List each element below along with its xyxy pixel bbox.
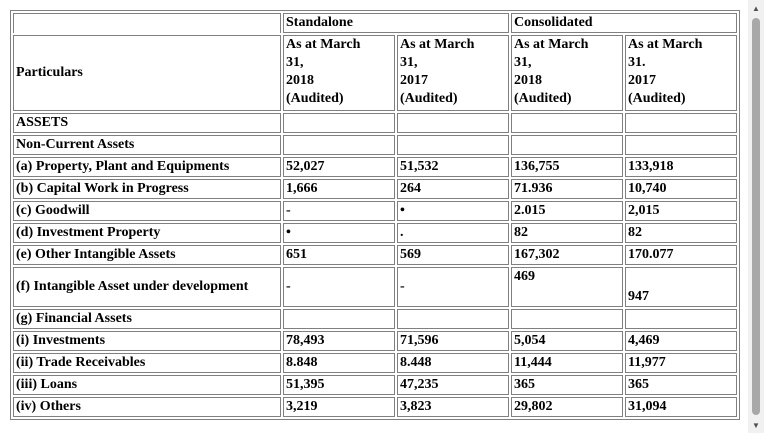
period-header-standalone-2018: As at March 31, 2018 (Audited) [283,35,395,111]
row-value-cell [511,309,623,329]
row-value-cell: 31,094 [625,397,737,417]
period-header-consolidated-2017: As at March 31. 2017 (Audited) [625,35,737,111]
row-value-cell: 78,493 [283,331,395,351]
row-label: (b) Capital Work in Progress [13,179,281,199]
scrollbar-thumb[interactable] [752,18,760,415]
row-label: (c) Goodwill [13,201,281,221]
row-label: (g) Financial Assets [13,309,281,329]
row-value-cell [625,135,737,155]
particulars-header: Particulars [13,35,281,111]
table-row: (c) Goodwill - • 2.015 2,015 [13,201,737,221]
row-label: (d) Investment Property [13,223,281,243]
row-label: (iv) Others [13,397,281,417]
table-row: (f) Intangible Asset under development - -… [13,267,737,307]
row-value-cell: 52,027 [283,157,395,177]
row-label: (iii) Loans [13,375,281,395]
row-value-cell: - [283,267,395,307]
row-value-cell: 4,469 [625,331,737,351]
row-label: ASSETS [13,113,281,133]
row-value-cell: . [397,223,509,243]
table-row: ASSETS [13,113,737,133]
row-value-cell: 71.936 [511,179,623,199]
standalone-header: Standalone [283,13,509,33]
row-value-cell: 47,235 [397,375,509,395]
document-viewport: Standalone Consolidated Particulars As a… [10,10,740,420]
row-label: (ii) Trade Receivables [13,353,281,373]
table-row: (iii) Loans 51,395 47,235 365 365 [13,375,737,395]
row-value-cell: 11,444 [511,353,623,373]
row-value-cell: 10,740 [625,179,737,199]
period-header-row: Particulars As at March 31, 2018 (Audite… [13,35,737,111]
period-header-consolidated-2018: As at March 31, 2018 (Audited) [511,35,623,111]
row-value-cell: 51,395 [283,375,395,395]
row-value-cell: 651 [283,245,395,265]
table-row: (d) Investment Property •. 82 82 [13,223,737,243]
row-value-cell [397,135,509,155]
row-value-cell [397,309,509,329]
period-header-standalone-2017: As at March 31, 2017 (Audited) [397,35,509,111]
row-value-cell: 51,532 [397,157,509,177]
row-value-cell [511,135,623,155]
row-value-cell [283,135,395,155]
row-value-cell: - [397,267,509,307]
row-value-cell: 264 [397,179,509,199]
row-label: (a) Property, Plant and Equipments [13,157,281,177]
table-row: (ii) Trade Receivables 8.848 8.448 11,444 11… [13,353,737,373]
row-value-cell: 133,918 [625,157,737,177]
row-value-cell: 82 [511,223,623,243]
row-value-cell: 469 [511,267,623,307]
row-value-cell: 11,977 [625,353,737,373]
row-label: (i) Investments [13,331,281,351]
vertical-scrollbar[interactable]: ▲ ▼ [748,0,764,433]
row-value-cell: 82 [625,223,737,243]
row-value-cell: • [397,201,509,221]
scroll-down-arrow-icon[interactable]: ▼ [752,420,760,430]
row-value-cell: 29,802 [511,397,623,417]
consolidated-header: Consolidated [511,13,737,33]
table-row: (e) Other Intangible Assets 651 569 167,302… [13,245,737,265]
row-label: Non-Current Assets [13,135,281,155]
row-value-cell: 8.448 [397,353,509,373]
row-value-cell: 71,596 [397,331,509,351]
row-value-cell: 2,015 [625,201,737,221]
table-row: Non-Current Assets [13,135,737,155]
scroll-up-arrow-icon[interactable]: ▲ [752,3,760,13]
row-value-cell: 167,302 [511,245,623,265]
table-row: (g) Financial Assets [13,309,737,329]
group-header-row: Standalone Consolidated [13,13,737,33]
row-value-cell: 170.077 [625,245,737,265]
row-value-cell: 365 [511,375,623,395]
row-label: (e) Other Intangible Assets [13,245,281,265]
row-value-cell: 3,823 [397,397,509,417]
row-value-cell [283,309,395,329]
row-value-cell: 569 [397,245,509,265]
header-blank-cell [13,13,281,33]
row-label: (f) Intangible Asset under development [13,267,281,307]
row-value-cell: 136,755 [511,157,623,177]
row-value-cell: 2.015 [511,201,623,221]
row-value-cell [283,113,395,133]
row-value-cell [625,309,737,329]
row-value-cell [397,113,509,133]
row-value-cell [625,113,737,133]
row-value-cell: • [283,223,395,243]
table-row: (i) Investments 78,493 71,596 5,054 4,469 [13,331,737,351]
row-value-cell: 8.848 [283,353,395,373]
row-value-cell: - [283,201,395,221]
table-row: (iv) Others 3,219 3,823 29,802 31,094 [13,397,737,417]
table-row: (b) Capital Work in Progress 1,666 264 71.9… [13,179,737,199]
table-row: (a) Property, Plant and Equipments 52,027… [13,157,737,177]
row-value-cell: 5,054 [511,331,623,351]
balance-sheet-table: Standalone Consolidated Particulars As a… [10,10,740,420]
row-value-cell: 365 [625,375,737,395]
row-value-cell: 947 [625,267,737,307]
row-value-cell: 1,666 [283,179,395,199]
row-value-cell [511,113,623,133]
row-value-cell: 3,219 [283,397,395,417]
